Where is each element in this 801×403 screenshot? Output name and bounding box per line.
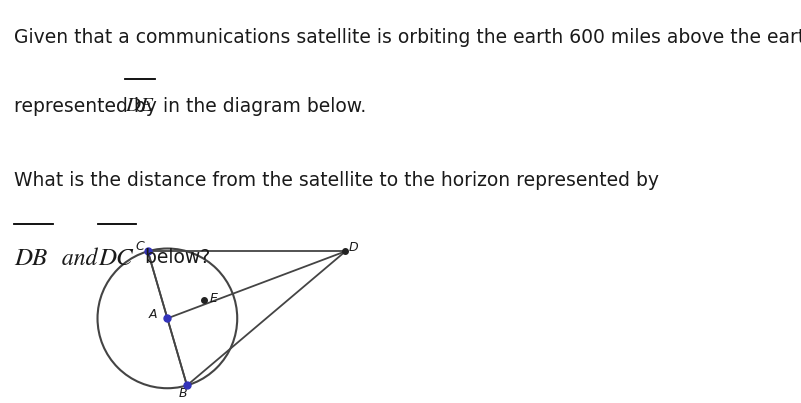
- Text: below?: below?: [139, 248, 211, 267]
- Text: DE: DE: [125, 97, 153, 115]
- Text: D: D: [349, 241, 359, 254]
- Text: and: and: [56, 248, 103, 270]
- Text: What is the distance from the satellite to the horizon represented by: What is the distance from the satellite …: [14, 171, 659, 190]
- Text: Given that a communications satellite is orbiting the earth 600 miles above the : Given that a communications satellite is…: [14, 28, 801, 47]
- Text: in the diagram below.: in the diagram below.: [157, 97, 366, 116]
- Text: represented by: represented by: [14, 97, 163, 116]
- Text: B: B: [179, 387, 187, 400]
- Text: E: E: [210, 292, 217, 305]
- Text: A: A: [149, 308, 158, 321]
- Text: DC: DC: [98, 248, 132, 270]
- Text: DB: DB: [14, 248, 48, 270]
- Text: C: C: [135, 240, 144, 253]
